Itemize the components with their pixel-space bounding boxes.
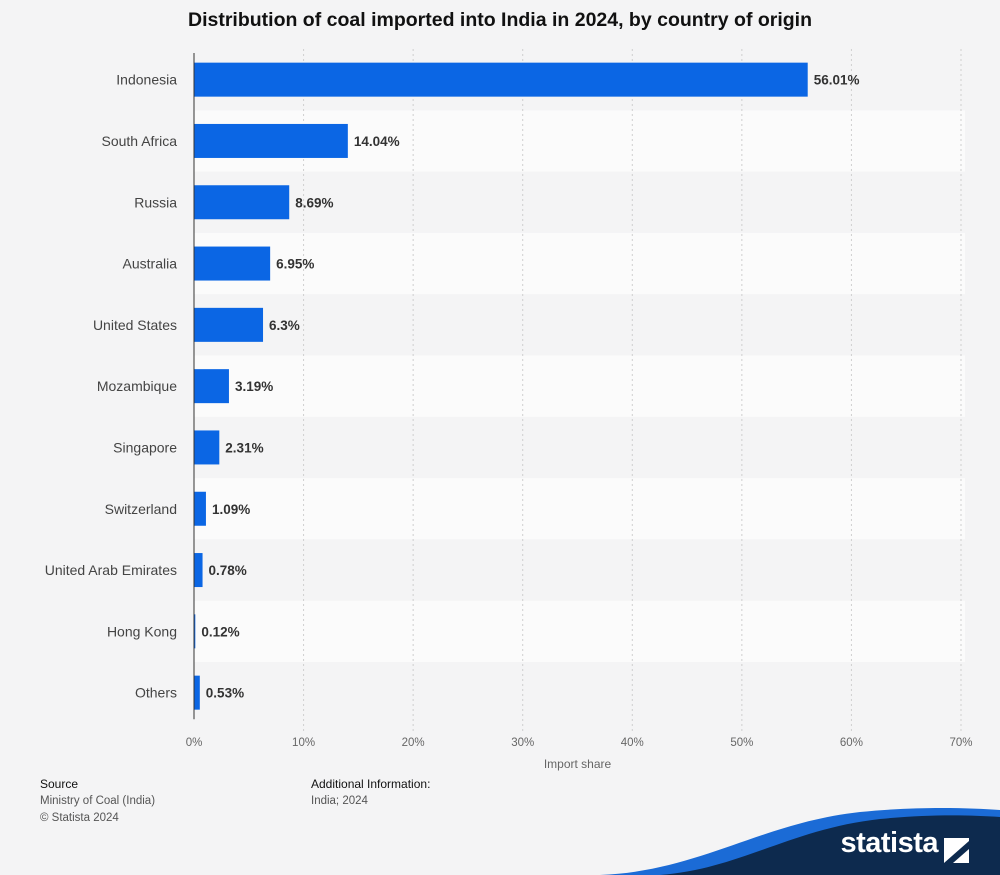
bar — [194, 430, 220, 465]
category-label: Hong Kong — [107, 623, 177, 639]
bar — [194, 246, 271, 281]
value-label: 0.53% — [206, 686, 244, 701]
bar — [194, 369, 229, 404]
additional-info-heading: Additional Information: — [311, 777, 431, 791]
x-tick-label: 50% — [730, 737, 753, 749]
category-labels: Indonesia South Africa Russia Australia Unit… — [45, 72, 178, 701]
chart-title: Distribution of coal imported into India… — [187, 9, 813, 31]
category-label: South Africa — [102, 133, 178, 149]
x-tick-label: 70% — [949, 737, 972, 749]
x-tick-label: 40% — [621, 737, 644, 749]
statista-brand-banner: statista — [0, 805, 1000, 875]
gridlines — [303, 49, 962, 732]
category-label: Indonesia — [116, 72, 177, 88]
bar — [194, 614, 196, 649]
value-labels: 56.01% 14.04% 8.69% 6.95% 6.3% 3.19% 2.31% 1.09… — [201, 73, 859, 701]
value-label: 0.12% — [201, 624, 239, 639]
value-label: 0.78% — [209, 563, 247, 578]
value-label: 3.19% — [235, 379, 273, 394]
category-label: United States — [93, 317, 177, 333]
bar — [194, 123, 348, 158]
value-label: 1.09% — [212, 502, 250, 517]
bar — [194, 185, 290, 220]
brand-wave-dark — [660, 815, 1000, 875]
bar — [194, 553, 203, 588]
additional-info-block: Additional Information: India; 2024 — [311, 776, 430, 810]
category-label: Australia — [123, 256, 178, 272]
value-label: 6.3% — [269, 318, 300, 333]
value-label: 2.31% — [225, 440, 263, 455]
bar — [194, 307, 264, 342]
x-tick-label: 30% — [511, 737, 534, 749]
source-heading: Source — [40, 777, 79, 791]
additional-info-line: India; 2024 — [311, 795, 368, 807]
category-label: United Arab Emirates — [45, 562, 177, 578]
bar — [194, 675, 200, 710]
category-label: Mozambique — [97, 378, 177, 394]
value-label: 6.95% — [276, 257, 314, 272]
bar — [194, 62, 808, 97]
row-band — [194, 355, 965, 417]
bars — [194, 62, 808, 710]
statista-logo-text: statista — [840, 827, 938, 859]
row-bands — [194, 110, 965, 662]
x-tick-label: 60% — [840, 737, 863, 749]
category-label: Russia — [134, 194, 177, 210]
bar — [194, 491, 206, 526]
category-label: Switzerland — [105, 501, 177, 517]
row-band — [194, 478, 965, 540]
value-label: 8.69% — [295, 195, 333, 210]
category-label: Others — [135, 685, 177, 701]
x-tick-label: 10% — [292, 737, 315, 749]
value-label: 14.04% — [354, 134, 400, 149]
copyright-line: © Statista 2024 — [40, 812, 119, 824]
x-tick-label: 20% — [402, 737, 425, 749]
x-tick-label: 0% — [186, 737, 203, 749]
statista-logo-icon — [944, 838, 969, 863]
source-block: Source Ministry of Coal (India) © Statis… — [40, 776, 155, 827]
value-label: 56.01% — [814, 73, 860, 88]
category-label: Singapore — [113, 439, 177, 455]
x-tick-labels: 0% 10% 20% 30% 40% 50% 60% 70% — [186, 737, 973, 749]
row-band — [194, 600, 965, 662]
x-axis-title: Import share — [544, 757, 612, 771]
source-line: Ministry of Coal (India) — [40, 795, 156, 807]
row-band — [194, 232, 965, 295]
